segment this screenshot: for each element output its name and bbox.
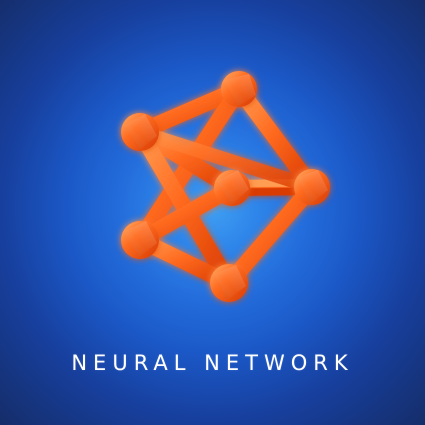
connection-line-top-to-right: [231, 81, 320, 195]
connection-line-right-to-bottom: [221, 179, 320, 291]
network-node-bottom: [210, 264, 248, 302]
page-title: NEURAL NETWORK: [71, 351, 354, 375]
network-node-top: [221, 71, 257, 107]
network-nodes: [121, 71, 330, 302]
network-node-right: [294, 169, 330, 205]
network-node-left-upper: [121, 113, 159, 151]
network-node-left-lower: [121, 221, 159, 259]
network-node-center: [214, 170, 250, 206]
connection-line-left-upper-to-right: [133, 125, 319, 194]
